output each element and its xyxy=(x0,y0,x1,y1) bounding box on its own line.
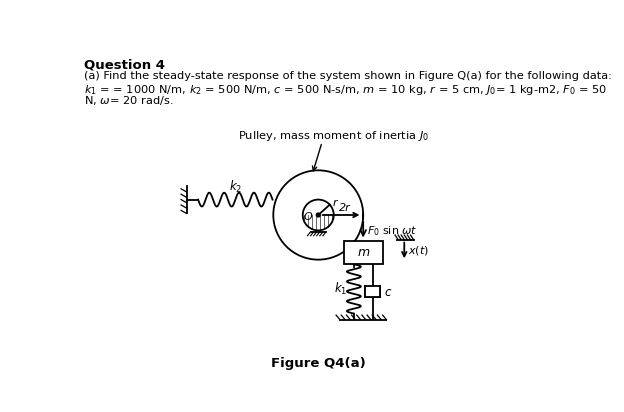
Text: Question 4: Question 4 xyxy=(84,59,165,72)
Text: $k_2$: $k_2$ xyxy=(229,179,242,195)
Text: (a) Find the steady-state response of the system shown in Figure Q(a) for the fo: (a) Find the steady-state response of th… xyxy=(84,71,612,81)
Text: $k_1$: $k_1$ xyxy=(334,281,348,297)
Text: $F_0$ sin $\omega t$: $F_0$ sin $\omega t$ xyxy=(367,224,417,238)
Text: $c$: $c$ xyxy=(384,286,392,299)
Bar xyxy=(365,286,380,297)
Text: O: O xyxy=(304,211,313,222)
Text: r: r xyxy=(333,198,338,208)
Text: N, $\omega$= 20 rad/s.: N, $\omega$= 20 rad/s. xyxy=(84,94,173,107)
Text: $m$: $m$ xyxy=(356,246,370,259)
Text: 2r: 2r xyxy=(339,203,351,213)
Text: Figure Q4(a): Figure Q4(a) xyxy=(271,358,366,370)
Text: $x(t)$: $x(t)$ xyxy=(408,244,429,257)
Text: Pulley, mass moment of inertia $J_0$: Pulley, mass moment of inertia $J_0$ xyxy=(238,129,429,143)
Text: $k_1$ = = 1000 N/m, $k_2$ = 500 N/m, $c$ = 500 N-s/m, $m$ = 10 kg, $r$ = 5 cm, $: $k_1$ = = 1000 N/m, $k_2$ = 500 N/m, $c$… xyxy=(84,82,607,96)
Bar xyxy=(344,241,383,264)
Circle shape xyxy=(316,213,320,217)
